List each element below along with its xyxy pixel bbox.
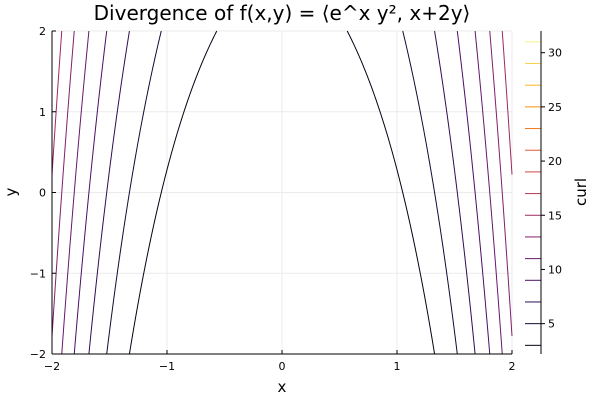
contour-line-left (73, 30, 108, 355)
contour-line-right (489, 30, 513, 337)
contour-line-right (501, 30, 513, 175)
contour-line-right (346, 30, 436, 355)
axes: −2 −1 0 1 2 −2 −1 0 1 2 (30, 25, 516, 373)
contour-line-left (51, 30, 75, 337)
chart-title: Divergence of f(x,y) = ⟨e^x y², x+2y⟩ (94, 1, 471, 25)
y-tick-label: 0 (39, 187, 46, 200)
contour-line-left (61, 30, 90, 355)
y-tick-label: −2 (30, 348, 46, 361)
x-tick-label: 2 (509, 360, 516, 373)
x-axis-label: x (278, 378, 287, 396)
y-tick-label: 2 (39, 25, 46, 38)
colorbar-tick-label: 30 (548, 47, 562, 60)
contour-line-left (51, 30, 63, 175)
x-tick-label: 0 (279, 360, 286, 373)
colorbar-label: curl (572, 178, 590, 206)
colorbar-tick-label: 15 (548, 209, 562, 222)
contour-line-right (434, 30, 476, 355)
contour-line-left (128, 30, 218, 355)
y-tick-label: 1 (39, 106, 46, 119)
colorbar-tick-label: 25 (548, 101, 562, 114)
y-tick-label: −1 (30, 267, 46, 280)
contour-line-left (88, 30, 130, 355)
colorbar-tick-label: 5 (548, 318, 555, 331)
contour-lines (51, 30, 513, 355)
contour-line-left (106, 30, 162, 355)
x-tick-label: −2 (44, 360, 60, 373)
colorbar-tick-label: 10 (548, 263, 562, 276)
x-tick-label: 1 (394, 360, 401, 373)
x-tick-label: −1 (159, 360, 175, 373)
contour-line-right (402, 30, 458, 355)
contour-line-right (474, 30, 503, 355)
colorbar: 5 10 15 20 25 30 (525, 31, 562, 354)
contour-line-right (456, 30, 491, 355)
y-axis-label: y (2, 187, 20, 196)
colorbar-tick-label: 20 (548, 155, 562, 168)
